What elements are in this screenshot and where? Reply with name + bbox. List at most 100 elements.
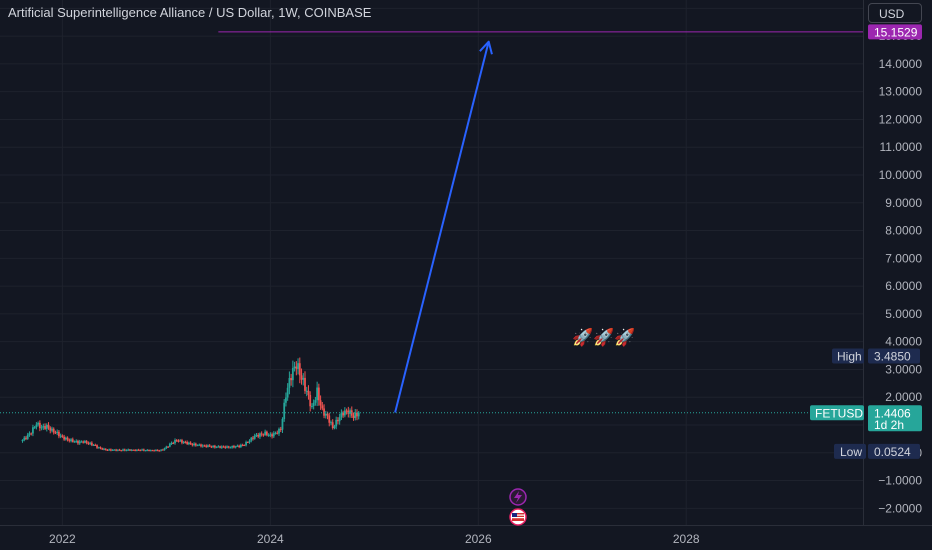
candle-body	[26, 434, 29, 439]
candle-body	[45, 424, 48, 429]
candle-body	[291, 367, 294, 381]
candle-body	[56, 431, 59, 433]
price-axis-ticks: 16.000015.000014.000013.000012.000011.00…	[878, 1, 922, 515]
candle-body	[338, 417, 341, 422]
candle-body	[101, 448, 104, 450]
high-value-badge	[868, 348, 920, 364]
candle-body	[170, 442, 173, 444]
candle-body	[220, 446, 223, 448]
candle-body	[61, 435, 64, 437]
candle-body	[156, 449, 159, 451]
candle-body	[236, 445, 239, 447]
price-tick-label: 2.0000	[885, 390, 922, 404]
candle-body	[203, 445, 206, 447]
time-axis-ticks: 2022 2024 2026 2028	[49, 532, 700, 546]
candle-body	[52, 428, 55, 433]
candle-body	[33, 427, 36, 429]
candle-body	[23, 437, 26, 440]
candle-body	[245, 441, 247, 446]
candle-body	[224, 446, 227, 448]
flag-stripe-white	[512, 517, 524, 519]
candle-body	[125, 450, 128, 452]
candle-body	[260, 433, 263, 435]
last-price-value: 1.4406	[874, 406, 911, 420]
candle-body	[212, 445, 215, 447]
candle-body	[94, 444, 97, 446]
time-tick-label: 2026	[465, 532, 492, 546]
candle-body	[352, 415, 355, 418]
chart-grid	[0, 0, 863, 525]
candle-body	[160, 449, 163, 451]
low-value-badge	[868, 443, 920, 459]
candle-body	[222, 446, 225, 448]
candle-body	[35, 424, 38, 428]
candle-body	[281, 419, 284, 430]
candle-body	[51, 428, 53, 431]
candle-body	[293, 366, 296, 368]
candle-body	[340, 412, 343, 418]
candle-body	[193, 443, 195, 446]
candle-body	[75, 440, 78, 442]
time-tick-label: 2024	[257, 532, 284, 546]
candle-body	[49, 427, 52, 431]
candle-body	[246, 441, 249, 443]
candle-body	[194, 443, 197, 446]
high-value: 3.4850	[874, 349, 911, 363]
low-tag: Low	[840, 445, 862, 459]
candle-body	[106, 449, 109, 451]
candle-body	[215, 446, 218, 448]
price-tick-label: 3.0000	[885, 362, 922, 376]
candle-body	[38, 422, 41, 429]
candle-body	[78, 441, 81, 444]
candle-body	[118, 449, 121, 451]
price-tick-label: 12.0000	[879, 112, 923, 126]
candle-body	[148, 449, 150, 452]
candle-body	[108, 449, 111, 451]
candle-body	[123, 449, 126, 451]
candle-body	[231, 446, 234, 448]
candle-body	[226, 446, 228, 448]
price-tick-label: −1.0000	[878, 474, 922, 488]
candle-body	[343, 410, 346, 416]
candle-body	[141, 449, 144, 451]
candle-body	[243, 444, 246, 446]
candle-body	[337, 419, 339, 422]
candle-body	[130, 449, 133, 451]
candle-body	[174, 440, 176, 444]
candle-body	[77, 440, 79, 444]
candle-body	[87, 442, 90, 444]
price-tick-label: 13.0000	[879, 85, 923, 99]
projection-arrow[interactable]	[394, 40, 493, 413]
candle-body	[137, 449, 140, 451]
arrow-shaft	[394, 41, 490, 413]
price-tick-label: 11.0000	[880, 140, 923, 154]
candle-body	[104, 448, 107, 450]
candle-body	[177, 440, 180, 442]
candle-body	[116, 449, 119, 451]
candle-body	[253, 435, 256, 439]
candle-body	[84, 441, 86, 443]
candle-body	[250, 437, 253, 441]
candle-body	[71, 439, 74, 442]
candle-body	[321, 405, 324, 409]
candle-body	[182, 441, 185, 443]
candle-body	[297, 363, 299, 369]
candle-body	[267, 435, 270, 437]
event-markers[interactable]	[509, 488, 527, 526]
candle-body	[110, 449, 112, 451]
candle-body	[330, 422, 332, 424]
candle-body	[40, 427, 43, 429]
currency-button[interactable]: USD	[868, 3, 922, 23]
candle-body	[342, 412, 345, 416]
candle-body	[349, 410, 351, 414]
candle-body	[357, 412, 360, 417]
candle-body	[158, 450, 161, 452]
candle-body	[317, 387, 320, 401]
candle-body	[85, 441, 88, 443]
high-tag: High	[837, 349, 862, 363]
candle-body	[354, 412, 357, 418]
candle-body	[132, 449, 135, 451]
candle-body	[326, 413, 329, 416]
candle-body	[32, 427, 34, 434]
